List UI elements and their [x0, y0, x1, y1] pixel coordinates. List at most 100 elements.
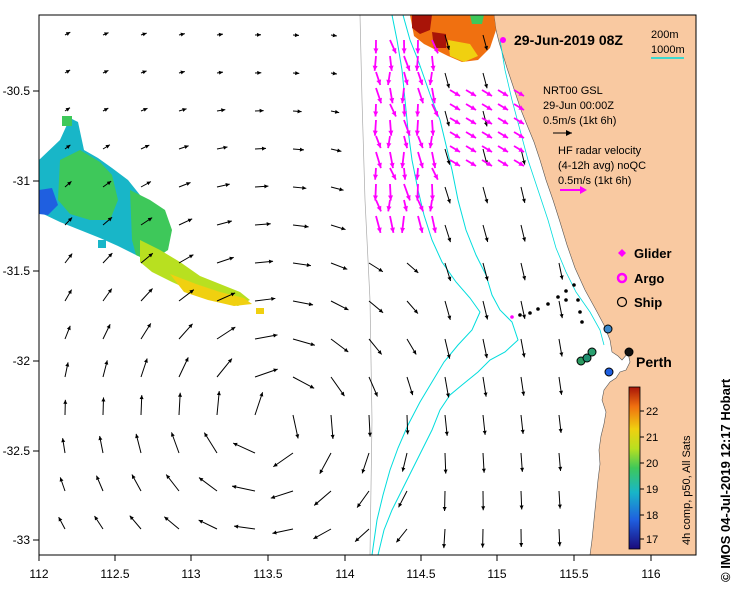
model-vector — [140, 252, 154, 264]
radar-vector — [389, 151, 395, 169]
radar-vector — [375, 199, 382, 212]
model-vector — [292, 300, 314, 307]
argo-icon — [616, 272, 628, 284]
model-vector — [216, 326, 236, 340]
model-vector — [178, 182, 191, 188]
model-vector — [292, 414, 300, 439]
model-vector — [482, 34, 488, 51]
model-vector — [330, 300, 349, 311]
model-vector — [64, 217, 73, 226]
isobath-1000m — [371, 15, 481, 555]
radar-vector — [481, 117, 493, 125]
radar-vector — [417, 199, 424, 212]
colorbar-label: 4h comp, p50, All Sats — [681, 435, 693, 545]
radar-vector — [375, 215, 382, 234]
model-vector — [292, 33, 300, 38]
x-tick-label: 114 — [335, 567, 354, 581]
model-vector — [558, 300, 564, 319]
model-vector — [178, 70, 185, 75]
model-vector — [102, 180, 112, 188]
model-legend-line2: 29-Jun 00:00Z — [543, 100, 614, 112]
model-vector — [406, 300, 419, 314]
model-vector — [216, 256, 234, 264]
model-vector — [401, 452, 408, 472]
radar-vector — [428, 135, 434, 149]
radar-vector — [465, 159, 477, 167]
radar-vector — [373, 39, 379, 54]
radar-legend-line2: (4-12h avg) noQC — [558, 160, 646, 172]
radar-vector — [400, 87, 406, 104]
model-vector — [557, 490, 562, 509]
radar-vector — [375, 135, 382, 149]
x-tick-label: 115 — [487, 567, 506, 581]
radar-vector — [415, 39, 421, 54]
colorbar-tick-label: 19 — [646, 484, 658, 496]
model-vector — [64, 253, 73, 264]
model-vector — [444, 262, 452, 282]
model-vector — [444, 186, 451, 204]
radar-current-vectors — [372, 39, 525, 234]
y-tick-label: -31 — [13, 174, 31, 188]
radar-vector — [389, 103, 397, 117]
radar-vector — [401, 39, 407, 54]
model-vector — [135, 433, 142, 454]
model-vector — [442, 528, 447, 549]
model-vector — [292, 71, 300, 76]
radar-vector — [481, 159, 493, 167]
radar-vector — [465, 89, 477, 97]
model-legend-line3: 0.5m/s (1kt 6h) — [543, 115, 616, 127]
radar-vector — [513, 117, 525, 125]
model-vector — [140, 358, 148, 378]
colorbar-tick-label: 20 — [646, 458, 658, 470]
radar-vector — [373, 183, 378, 201]
radar-vector — [481, 103, 493, 111]
glider-point — [510, 315, 514, 319]
model-vector — [520, 262, 527, 281]
radar-vector — [417, 71, 424, 86]
y-tick-label: -33 — [13, 533, 31, 547]
model-vector — [292, 109, 302, 114]
model-vector — [178, 107, 187, 112]
colorbar-tick-label: 17 — [646, 534, 658, 546]
colorbar-tick-label: 22 — [646, 406, 658, 418]
radar-vector — [429, 183, 435, 201]
model-vector — [368, 376, 378, 397]
radar-vector — [414, 167, 420, 180]
model-vector — [178, 323, 193, 340]
model-vector — [354, 528, 370, 543]
model-vector — [292, 376, 315, 389]
model-vector — [216, 220, 232, 226]
radar-vector — [431, 151, 437, 169]
radar-vector — [403, 55, 411, 72]
ship-markers — [576, 324, 634, 377]
model-vector — [330, 224, 346, 231]
radar-vector — [431, 167, 439, 181]
model-vector — [140, 323, 152, 340]
radar-vector — [513, 103, 525, 111]
model-vector — [270, 490, 294, 499]
radar-vector — [449, 145, 461, 153]
x-tick-label: 116 — [641, 567, 660, 581]
radar-vector — [400, 151, 406, 169]
glider-point — [528, 311, 532, 315]
legend-argo-label: Argo — [634, 271, 664, 286]
radar-vector — [481, 131, 493, 139]
model-vector — [216, 391, 221, 416]
model-vector — [178, 32, 185, 37]
model-vector — [139, 395, 144, 416]
radar-vector — [375, 87, 383, 104]
radar-vector — [372, 119, 378, 136]
radar-vector — [386, 199, 392, 212]
model-vector — [444, 224, 452, 243]
model-vector — [330, 376, 345, 397]
model-vector — [254, 333, 278, 340]
model-vector — [178, 392, 183, 416]
model-vector — [444, 34, 451, 51]
model-vector — [58, 516, 66, 530]
radar-vector — [375, 71, 382, 86]
model-vector — [203, 432, 218, 454]
map-title: 29-Jun-2019 08Z — [514, 32, 623, 48]
radar-vector — [403, 135, 409, 149]
colorbar-tick-label: 21 — [646, 432, 658, 444]
